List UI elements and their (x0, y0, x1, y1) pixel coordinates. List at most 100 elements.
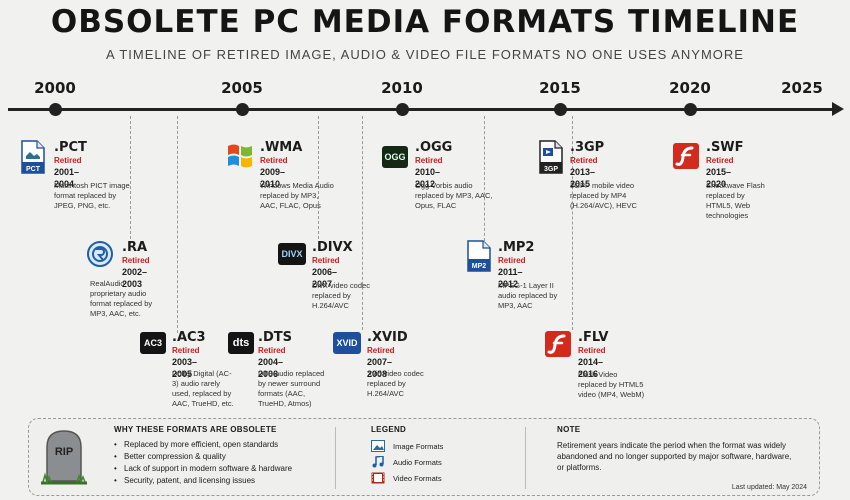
retired-years: 2002–2003 (122, 267, 148, 289)
retired-years: 2001–2004 (54, 167, 80, 189)
year-label-2020: 2020 (669, 79, 711, 97)
retired-years: 2003–2005 (172, 357, 198, 379)
image-file-icon: PCT (20, 140, 46, 174)
list-item: Lack of support in modern software & har… (114, 463, 292, 475)
format-extension: .FLV (578, 330, 609, 345)
legend-item-image: Image Formats (371, 438, 443, 454)
retired-label: Retired (54, 156, 82, 165)
svg-text:RIP: RIP (55, 446, 73, 458)
format-extension: .MP2 (498, 240, 535, 255)
page-title: OBSOLETE PC MEDIA FORMATS TIMELINE (50, 4, 800, 40)
retired-label: Retired (415, 156, 443, 165)
retired-label: Retired (260, 156, 288, 165)
format-description: Shockwave Flash replaced by HTML5, Web t… (706, 181, 765, 220)
format-extension: .XVID (367, 330, 408, 345)
format-description: Ogg Vorbis audio replaced by MP3, AAC, O… (415, 181, 493, 210)
divider (335, 427, 336, 489)
retired-years: 2015–2020 (706, 167, 732, 189)
divider (525, 427, 526, 489)
year-dot-2000 (49, 103, 62, 116)
retired-label: Retired (312, 256, 340, 265)
why-heading: WHY THESE FORMATS ARE OBSOLETE (114, 425, 277, 434)
year-dot-2020 (684, 103, 697, 116)
legend-heading: LEGEND (371, 425, 407, 434)
svg-text:MP2: MP2 (472, 263, 487, 270)
retired-label: Retired (498, 256, 526, 265)
flash-icon (544, 330, 572, 358)
realaudio-icon (86, 240, 114, 268)
retired-label: Retired (706, 156, 734, 165)
xvid-icon: XVID (333, 332, 361, 354)
connector-line (318, 116, 319, 239)
year-label-2015: 2015 (539, 79, 581, 97)
list-item: Security, patent, and licensing issues (114, 475, 292, 487)
why-list: Replaced by more efficient, open standar… (114, 439, 292, 487)
format-extension: .SWF (706, 140, 744, 155)
format-description: Macintosh PICT image format replaced by … (54, 181, 130, 210)
page-subtitle: A TIMELINE OF RETIRED IMAGE, AUDIO & VID… (106, 47, 744, 62)
list-item: Better compression & quality (114, 451, 292, 463)
format-extension: .DIVX (312, 240, 353, 255)
format-extension: .AC3 (172, 330, 206, 345)
connector-line (572, 116, 573, 330)
retired-years: 2009–2010 (260, 167, 286, 189)
note-text: Retirement years indicate the period whe… (557, 441, 792, 472)
note-heading: NOTE (557, 425, 581, 434)
format-extension: .DTS (258, 330, 292, 345)
retired-label: Retired (258, 346, 286, 355)
year-dot-2010 (396, 103, 409, 116)
ac3-icon: AC3 (140, 332, 166, 354)
svg-text:3GP: 3GP (544, 166, 558, 173)
year-label-2025: 2025 (781, 79, 823, 97)
retired-years: 2014–2016 (578, 357, 604, 379)
year-dot-2005 (236, 103, 249, 116)
format-description: Windows Media Audio replaced by MP3, AAC… (260, 181, 334, 210)
format-extension: .PCT (54, 140, 87, 155)
format-extension: .3GP (570, 140, 605, 155)
info-panel: RIP WHY THESE FORMATS ARE OBSOLETE Repla… (28, 418, 820, 496)
film-icon (371, 472, 385, 484)
list-item: Replaced by more efficient, open standar… (114, 439, 292, 451)
format-description: DTS audio replaced by newer surround for… (258, 369, 325, 408)
format-extension: .OGG (415, 140, 453, 155)
dts-icon: dts (228, 332, 254, 354)
format-description: 3GPP mobile video replaced by MP4 (H.264… (570, 181, 637, 210)
windows-logo-icon (226, 142, 254, 168)
year-label-2000: 2000 (34, 79, 76, 97)
format-description: DivX video codec replaced by H.264/AVC (312, 281, 370, 310)
retired-label: Retired (122, 256, 150, 265)
format-description: RealAudio proprietary audio format repla… (90, 279, 153, 318)
retired-years: 2011–2012 (498, 267, 523, 289)
connector-line (484, 116, 485, 241)
format-description: MPEG-1 Layer II audio replaced by MP3, A… (498, 281, 558, 310)
connector-line (177, 116, 178, 333)
year-dot-2015 (554, 103, 567, 116)
retired-years: 2010–2012 (415, 167, 441, 189)
flash-icon (672, 142, 700, 170)
retired-years: 2004–2006 (258, 357, 284, 379)
legend-item-audio: Audio Formats (371, 454, 443, 470)
retired-label: Retired (172, 346, 200, 355)
format-extension: .RA (122, 240, 148, 255)
retired-years: 2013–2015 (570, 167, 596, 189)
format-extension: .WMA (260, 140, 303, 155)
retired-years: 2007–2008 (367, 357, 393, 379)
music-note-icon (371, 455, 385, 468)
legend-item-video: Video Formats (371, 470, 443, 486)
svg-text:PCT: PCT (26, 166, 41, 173)
audio-file-icon: MP2 (466, 240, 492, 272)
format-description: Xvid video codec replaced by H.264/AVC (367, 369, 424, 398)
retired-label: Retired (570, 156, 598, 165)
video-file-icon: 3GP (538, 140, 564, 174)
timeline-axis (8, 108, 840, 111)
tombstone-icon: RIP (39, 425, 89, 487)
timeline-arrowhead (832, 102, 844, 116)
format-description: Flash Video replaced by HTML5 video (MP4… (578, 370, 645, 399)
connector-line (130, 116, 131, 244)
year-label-2005: 2005 (221, 79, 263, 97)
ogg-icon: OGG (382, 146, 408, 168)
retired-label: Retired (578, 346, 606, 355)
divx-icon: DIVX (278, 243, 306, 265)
last-updated: Last updated: May 2024 (731, 484, 807, 491)
connector-line (362, 116, 363, 330)
